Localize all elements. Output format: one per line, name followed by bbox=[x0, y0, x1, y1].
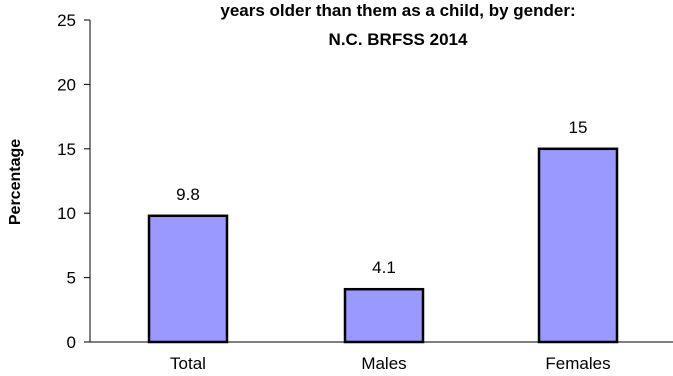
y-tick-label: 15 bbox=[57, 140, 76, 159]
bar-value-label: 9.8 bbox=[176, 185, 200, 204]
y-tick-label: 10 bbox=[57, 204, 76, 223]
y-tick-label: 0 bbox=[67, 333, 76, 352]
y-axis-label: Percentage bbox=[7, 139, 24, 225]
x-category-label: Total bbox=[170, 354, 206, 373]
chart-title: years older than them as a child, by gen… bbox=[220, 1, 575, 49]
y-tick-label: 5 bbox=[67, 269, 76, 288]
bar-total bbox=[147, 214, 229, 344]
y-tick-label: 20 bbox=[57, 75, 76, 94]
x-category-label: Males bbox=[361, 354, 406, 373]
bar-value-labels: 9.8 4.1 15 bbox=[176, 118, 587, 277]
bar-value-label: 4.1 bbox=[372, 258, 396, 277]
y-axis-ticks: 0 5 10 15 20 25 bbox=[57, 11, 90, 352]
y-tick-label: 25 bbox=[57, 11, 76, 30]
bars bbox=[147, 147, 619, 344]
x-category-label: Females bbox=[545, 354, 610, 373]
bar-value-label: 15 bbox=[569, 118, 588, 137]
chart-title-line-2: N.C. BRFSS 2014 bbox=[329, 30, 468, 49]
x-axis-categories: Total Males Females bbox=[170, 354, 611, 373]
bar-males bbox=[343, 287, 425, 344]
bar-females bbox=[537, 147, 619, 344]
chart-title-line-1: years older than them as a child, by gen… bbox=[220, 1, 575, 20]
